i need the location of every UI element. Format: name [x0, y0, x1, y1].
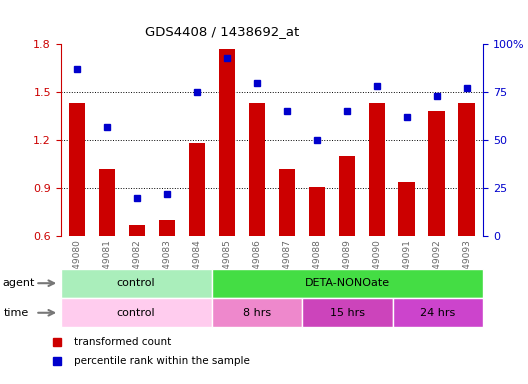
Bar — [159, 220, 175, 236]
Bar — [249, 103, 265, 236]
Bar — [279, 169, 295, 236]
Bar — [393, 298, 483, 327]
Bar — [428, 111, 445, 236]
Bar — [302, 298, 393, 327]
Text: transformed count: transformed count — [74, 337, 171, 347]
Bar — [212, 269, 483, 298]
Text: time: time — [4, 308, 29, 318]
Bar — [99, 169, 116, 236]
Bar — [61, 269, 212, 298]
Bar — [219, 49, 235, 236]
Text: 8 hrs: 8 hrs — [243, 308, 271, 318]
Text: agent: agent — [3, 278, 35, 288]
Bar — [458, 103, 475, 236]
Bar — [61, 298, 212, 327]
Text: percentile rank within the sample: percentile rank within the sample — [74, 356, 250, 366]
Bar — [369, 103, 385, 236]
Text: control: control — [117, 308, 155, 318]
Bar — [189, 143, 205, 236]
Text: control: control — [117, 278, 155, 288]
Text: 15 hrs: 15 hrs — [330, 308, 365, 318]
Text: 24 hrs: 24 hrs — [420, 308, 456, 318]
Bar — [212, 298, 302, 327]
Bar — [69, 103, 86, 236]
Bar — [129, 225, 145, 236]
Text: GDS4408 / 1438692_at: GDS4408 / 1438692_at — [145, 25, 299, 38]
Bar — [309, 187, 325, 236]
Bar — [338, 156, 355, 236]
Bar — [399, 182, 415, 236]
Text: DETA-NONOate: DETA-NONOate — [305, 278, 390, 288]
